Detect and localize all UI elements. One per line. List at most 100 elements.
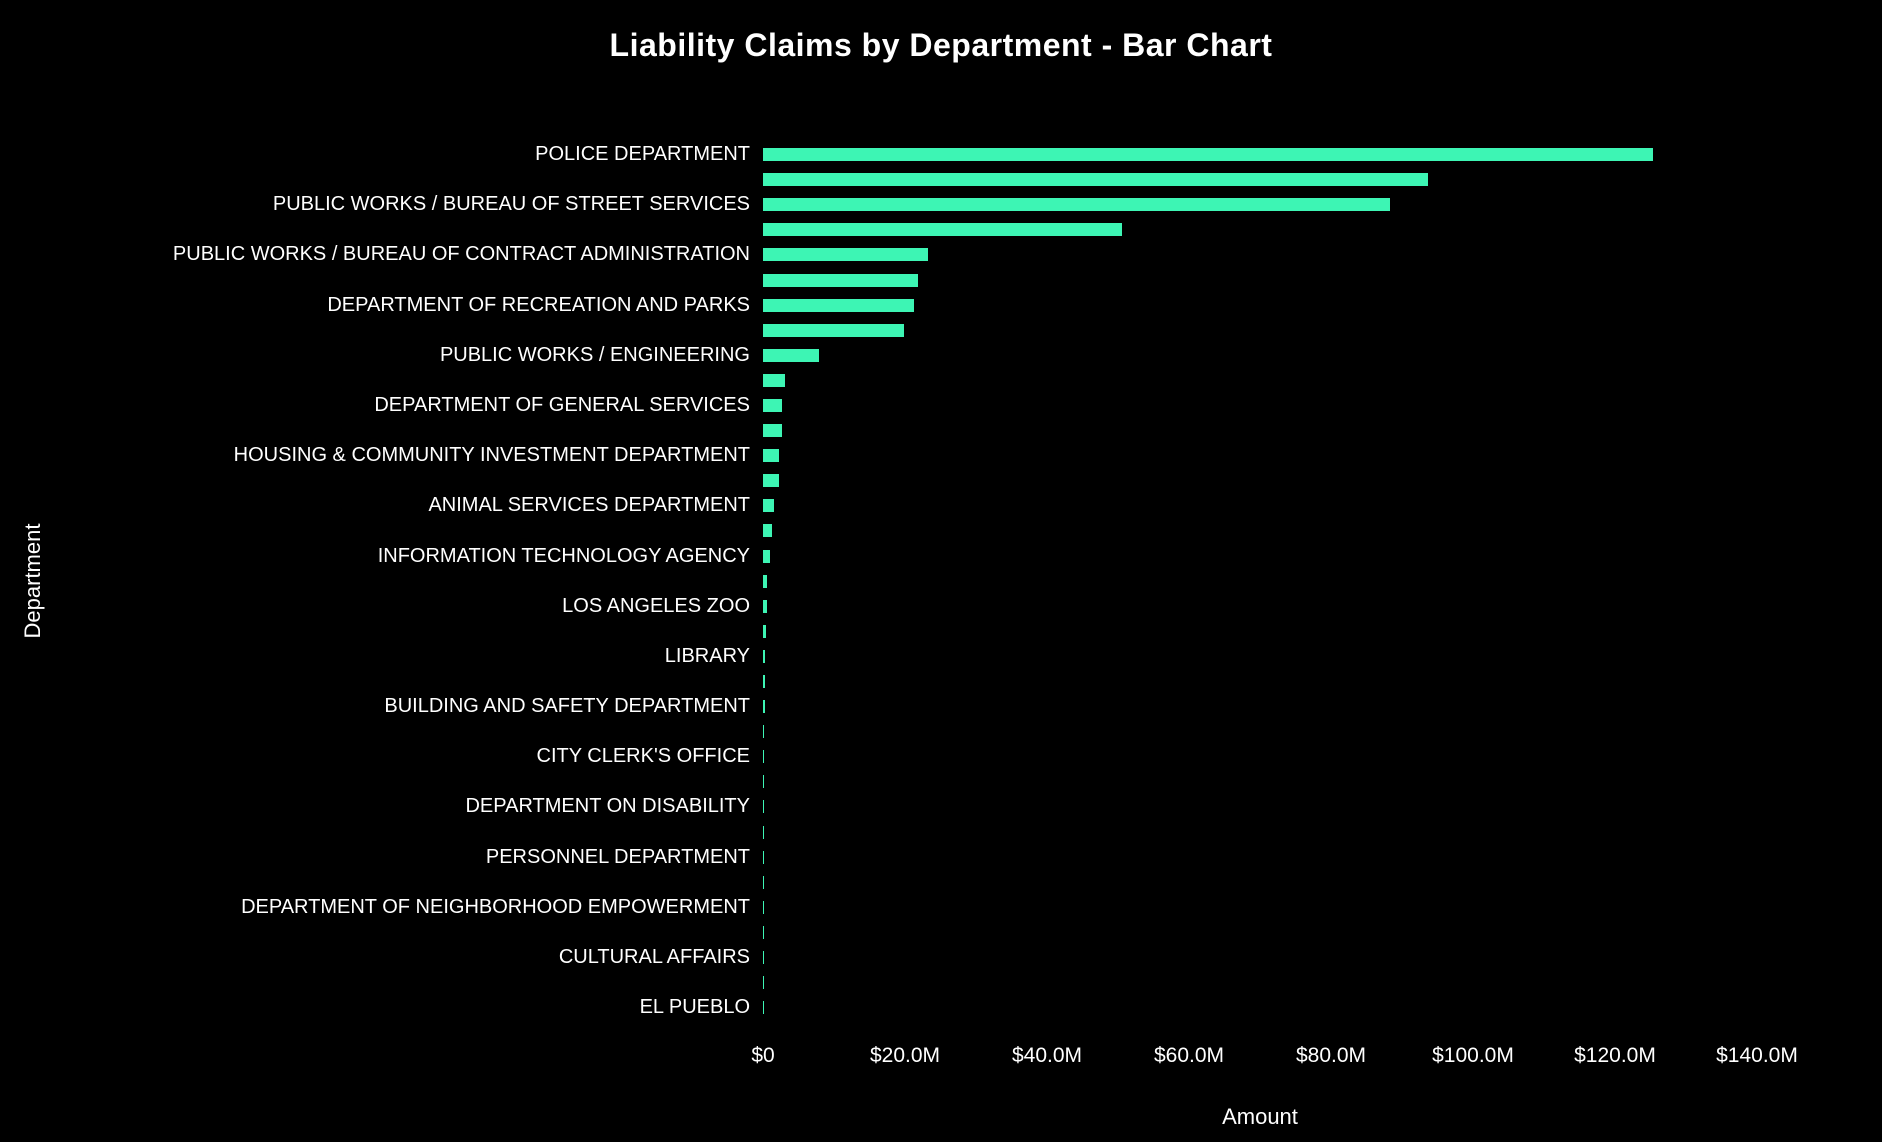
category-label: DEPARTMENT OF GENERAL SERVICES xyxy=(374,393,750,416)
category-label: PUBLIC WORKS / BUREAU OF CONTRACT ADMINI… xyxy=(172,243,750,266)
category-label: CULTURAL AFFAIRS xyxy=(558,946,750,969)
category-label: DEPARTMENT ON DISABILITY xyxy=(465,795,750,818)
category-label: PUBLIC WORKS / ENGINEERING xyxy=(439,343,750,366)
bar xyxy=(763,424,782,438)
category-label: EL PUEBLO xyxy=(639,996,750,1019)
bar xyxy=(763,348,820,362)
bar-row xyxy=(0,769,1882,794)
bar-row: PUBLIC WORKS / BUREAU OF STREET SERVICES xyxy=(0,192,1882,217)
bar-row xyxy=(0,318,1882,343)
bar-row xyxy=(0,468,1882,493)
bar-row xyxy=(0,418,1882,443)
bar-row: BUILDING AND SAFETY DEPARTMENT xyxy=(0,694,1882,719)
bar xyxy=(763,549,771,563)
x-tick-label: $140.0M xyxy=(1716,1044,1798,1067)
bar xyxy=(763,900,764,914)
bar-row: CULTURAL AFFAIRS xyxy=(0,945,1882,970)
bar xyxy=(763,273,918,287)
x-tick-label: $0 xyxy=(751,1044,775,1067)
bar xyxy=(763,649,766,663)
bar xyxy=(763,775,764,789)
bar xyxy=(763,148,1654,162)
bar-row xyxy=(0,719,1882,744)
bar-row: EL PUEBLO xyxy=(0,995,1882,1020)
category-label: CITY CLERK'S OFFICE xyxy=(536,745,751,768)
bar-row: LOS ANGELES ZOO xyxy=(0,594,1882,619)
bar-row: PUBLIC WORKS / ENGINEERING xyxy=(0,343,1882,368)
bar-row xyxy=(0,167,1882,192)
bar-row: HOUSING & COMMUNITY INVESTMENT DEPARTMEN… xyxy=(0,443,1882,468)
bar-row: DEPARTMENT OF NEIGHBORHOOD EMPOWERMENT xyxy=(0,895,1882,920)
x-tick-label: $40.0M xyxy=(1011,1044,1083,1067)
bar-row: PERSONNEL DEPARTMENT xyxy=(0,845,1882,870)
bar-row xyxy=(0,920,1882,945)
bar xyxy=(763,223,1123,237)
bar xyxy=(763,675,766,689)
category-label: LOS ANGELES ZOO xyxy=(562,594,750,617)
bar xyxy=(763,373,785,387)
bar xyxy=(763,850,764,864)
bar xyxy=(763,951,764,965)
bar xyxy=(763,925,764,939)
x-axis-title: Amount xyxy=(1222,1104,1298,1129)
x-tick-label: $100.0M xyxy=(1432,1044,1514,1067)
bar xyxy=(763,398,783,412)
x-axis-ticks: $0 $20.0M $40.0M $60.0M $80.0M $100.0M $120.0M… xyxy=(751,1044,1798,1074)
bar-row: PUBLIC WORKS / BUREAU OF CONTRACT ADMINI… xyxy=(0,242,1882,267)
x-tick-label: $80.0M xyxy=(1295,1044,1367,1067)
bar xyxy=(763,248,928,262)
bar-row: LIBRARY xyxy=(0,644,1882,669)
bar-row: ANIMAL SERVICES DEPARTMENT xyxy=(0,493,1882,518)
bar-row: DEPARTMENT OF GENERAL SERVICES xyxy=(0,393,1882,418)
category-label: LIBRARY xyxy=(664,644,750,667)
bar-row xyxy=(0,970,1882,995)
bar-row xyxy=(0,217,1882,242)
bar xyxy=(763,474,779,488)
bar xyxy=(763,1001,764,1015)
plot-area: POLICE DEPARTMENT PUBLIC WORKS / BUREAU O… xyxy=(0,142,1882,1020)
bar-row: CITY CLERK'S OFFICE xyxy=(0,744,1882,769)
bar-row xyxy=(0,267,1882,292)
bar xyxy=(763,875,764,889)
bar-row: DEPARTMENT ON DISABILITY xyxy=(0,794,1882,819)
category-label: ANIMAL SERVICES DEPARTMENT xyxy=(428,494,750,517)
bar xyxy=(763,574,768,588)
bar-row xyxy=(0,518,1882,543)
bar xyxy=(763,624,767,638)
bar xyxy=(763,700,765,714)
category-label: HOUSING & COMMUNITY INVESTMENT DEPARTMEN… xyxy=(233,444,750,467)
bar-row xyxy=(0,569,1882,594)
bar xyxy=(763,599,767,613)
bar xyxy=(763,198,1390,212)
category-label: DEPARTMENT OF RECREATION AND PARKS xyxy=(327,293,750,316)
category-label: PERSONNEL DEPARTMENT xyxy=(485,845,750,868)
bar xyxy=(763,173,1429,187)
bar xyxy=(763,825,764,839)
bar xyxy=(763,449,780,463)
bar-row xyxy=(0,820,1882,845)
bar xyxy=(763,725,765,739)
x-tick-label: $20.0M xyxy=(869,1044,941,1067)
bar-row: DEPARTMENT OF RECREATION AND PARKS xyxy=(0,293,1882,318)
x-tick-label: $120.0M xyxy=(1574,1044,1656,1067)
bar-row xyxy=(0,669,1882,694)
bar-row: INFORMATION TECHNOLOGY AGENCY xyxy=(0,544,1882,569)
bar xyxy=(763,524,773,538)
bar xyxy=(763,499,774,513)
category-label: PUBLIC WORKS / BUREAU OF STREET SERVICES xyxy=(272,193,750,216)
bar xyxy=(763,750,765,764)
category-label: DEPARTMENT OF NEIGHBORHOOD EMPOWERMENT xyxy=(241,895,750,918)
category-label: POLICE DEPARTMENT xyxy=(535,143,750,166)
category-label: BUILDING AND SAFETY DEPARTMENT xyxy=(384,695,750,718)
bar-row xyxy=(0,619,1882,644)
x-tick-label: $60.0M xyxy=(1153,1044,1225,1067)
category-label: INFORMATION TECHNOLOGY AGENCY xyxy=(377,544,750,567)
chart-title: Liability Claims by Department - Bar Cha… xyxy=(609,27,1273,63)
bar xyxy=(763,976,764,990)
bar-row: POLICE DEPARTMENT xyxy=(0,142,1882,167)
bar-row xyxy=(0,368,1882,393)
bar xyxy=(763,298,915,312)
bar-row xyxy=(0,870,1882,895)
bar xyxy=(763,800,764,814)
